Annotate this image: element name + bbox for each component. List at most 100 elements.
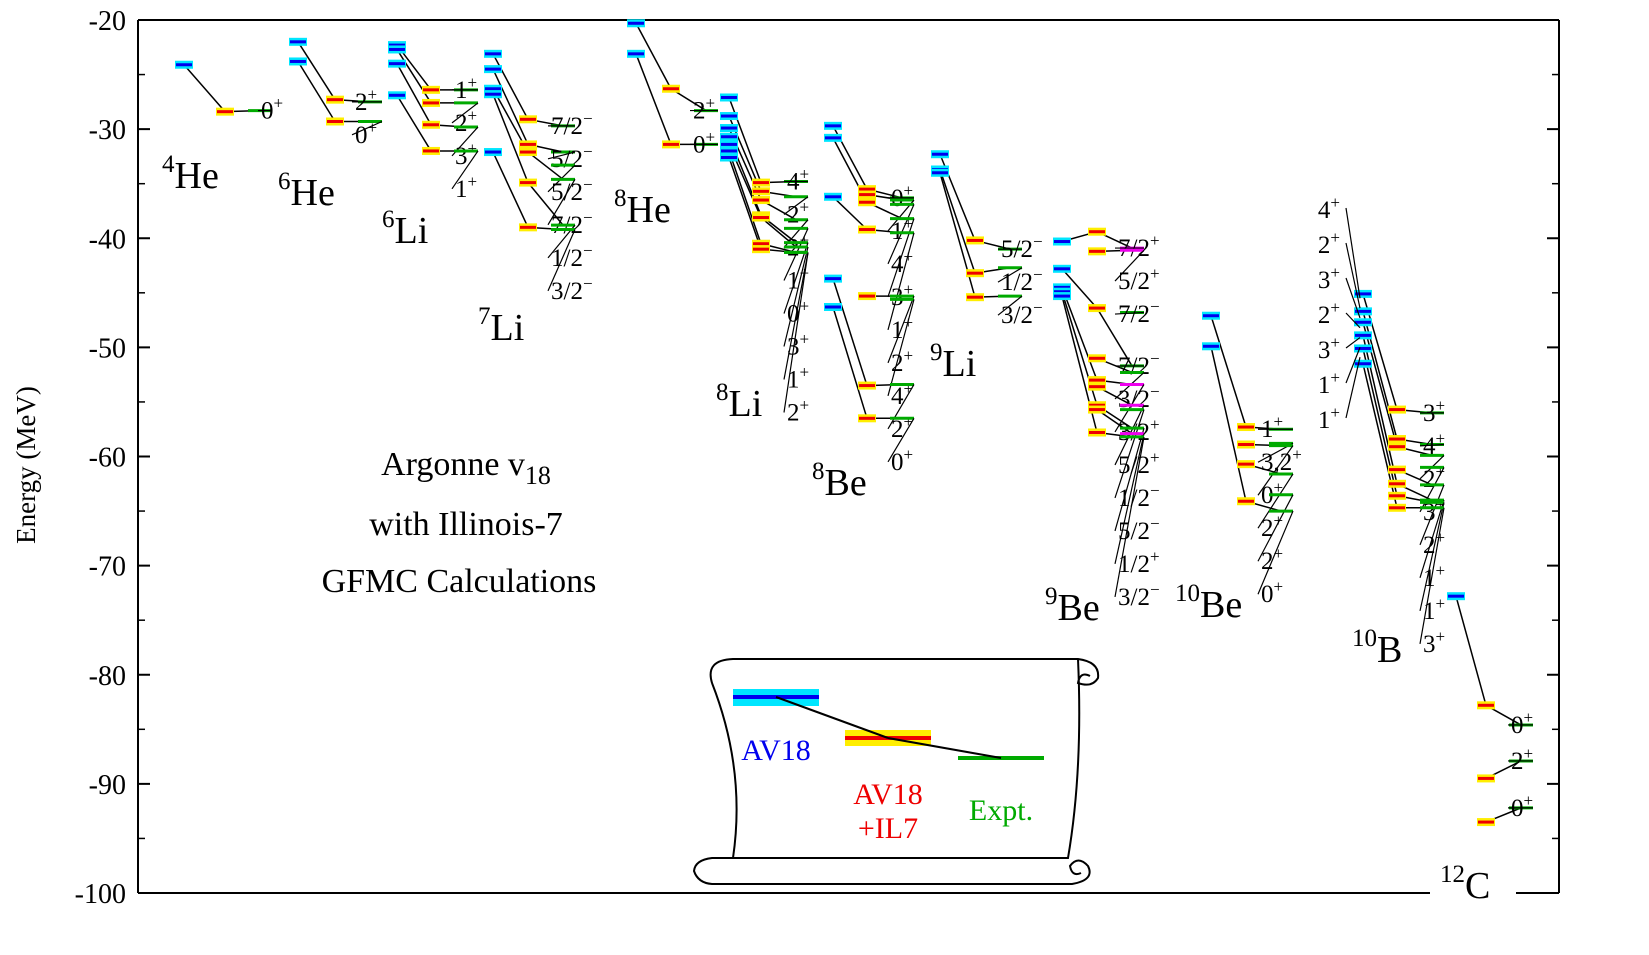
nucleus-label: 6He [278, 168, 335, 214]
expt-label-5-parity: − [583, 274, 593, 293]
expt-label-7-spin: 2 [787, 400, 800, 427]
expt-label-2-spin: 3/2 [1001, 302, 1033, 329]
expt-label-0-spin: 1 [455, 77, 468, 104]
expt-label-1-spin: 2 [1511, 748, 1524, 775]
level-scheme: 0+4He2+0+6He1+2+3+1+6Li7/2−5/2−5/2−7/2−1… [162, 19, 1533, 907]
expt-label-0-spin: 1 [1261, 416, 1274, 443]
expt-label-0-parity: − [583, 109, 593, 128]
expt-label-1-parity: + [1150, 264, 1160, 283]
label-leader-7 [1114, 409, 1145, 499]
label-leader-10 [1114, 436, 1145, 598]
b10-left-label-5-spin: 1 [1318, 372, 1331, 399]
y-tick-label-7: -90 [89, 770, 126, 801]
expt-label-0: 2+ [693, 94, 715, 125]
nucleus-symbol: C [1465, 865, 1490, 907]
nucleus-symbol: He [291, 172, 335, 214]
connector-av18-0 [492, 53, 529, 120]
nucleus-mass: 4 [162, 151, 175, 178]
legend-il7-label-1: AV18 [853, 778, 922, 811]
expt-label-5-spin: 3/2 [551, 278, 583, 305]
expt-label-0-spin: 0 [261, 98, 274, 125]
b10-left-leader-4 [1345, 337, 1361, 349]
expt-label-0-spin: 7/2 [1118, 235, 1150, 262]
expt-label-3-parity: − [1150, 349, 1160, 368]
expt-label-10-spin: 3/2 [1118, 584, 1150, 611]
nucleus-label: 6Li [382, 206, 428, 252]
expt-label-1-parity: + [706, 127, 716, 146]
expt-label-8: 5/2− [1118, 514, 1160, 545]
y-tick-label-4: -60 [89, 443, 126, 474]
nucleus-10B: 3+4+2+3+2+1+1+3+10B [1352, 289, 1445, 671]
b10-left-label-0-spin: 4 [1318, 197, 1331, 224]
y-axis-label: Energy (MeV) [11, 386, 41, 544]
expt-label-1: 1/2− [1001, 265, 1043, 296]
expt-label-2: 3/2− [1001, 298, 1043, 329]
expt-label-1-parity: + [800, 198, 810, 217]
nucleus-symbol: He [175, 155, 219, 197]
label-leader-3 [451, 150, 479, 190]
expt-label-1-parity: − [583, 142, 593, 161]
expt-label-1: 0+ [355, 118, 377, 149]
expt-label-6-parity: + [904, 379, 914, 398]
expt-label-4-parity: − [583, 241, 593, 260]
connector-av18-2 [1061, 287, 1098, 381]
expt-label-0-parity: + [468, 73, 478, 92]
expt-label-0: 3+ [1423, 396, 1445, 427]
expt-label-4: 2+ [1261, 544, 1283, 575]
nucleus-label: 8He [614, 185, 671, 231]
expt-label-2-parity: − [1033, 298, 1043, 317]
expt-label-0: 1+ [455, 73, 477, 104]
b10-left-label-3: 2+ [1318, 298, 1340, 329]
expt-label-7-spin: 3 [1423, 631, 1436, 658]
expt-label-5: 3/2+ [1118, 415, 1160, 446]
expt-label-6-spin: 4 [891, 383, 904, 410]
expt-label-0: 5/2− [1001, 232, 1043, 263]
legend-il7-label-2: +IL7 [858, 812, 918, 845]
expt-label-1-spin: 2 [455, 110, 468, 137]
b10-left-leader-1 [1345, 242, 1361, 309]
expt-label-2-parity: + [1524, 791, 1534, 810]
y-tick-label-0: -20 [89, 6, 126, 37]
b10-left-labels: 4+2+3+2+3+1+1+ [1318, 193, 1361, 434]
expt-label-9: 1/2+ [1118, 547, 1160, 578]
expt-label-0: 7/2− [551, 109, 593, 140]
label-leader-6 [1419, 502, 1445, 611]
expt-label-9-spin: 1/2 [1118, 551, 1150, 578]
b10-left-label-6-parity: + [1330, 403, 1340, 422]
legend-connector-1 [775, 696, 889, 739]
expt-label-0-parity: + [368, 85, 378, 104]
label-leader-2 [997, 295, 1023, 316]
expt-label-9-parity: + [1150, 547, 1160, 566]
label-leader-1 [351, 120, 383, 136]
expt-label-1-spin: 2 [787, 202, 800, 229]
label-leader-1 [997, 267, 1023, 283]
expt-label-1-parity: + [904, 214, 914, 233]
expt-label-0-parity: − [1033, 232, 1043, 251]
label-leader-4 [887, 232, 915, 331]
expt-label-1: 5/2− [551, 142, 593, 173]
nucleus-mass: 6 [382, 206, 395, 233]
expt-label-0: 0+ [891, 181, 913, 212]
expt-label-5-spin: 0 [1261, 581, 1274, 608]
label-leader-5 [783, 246, 809, 347]
expt-label-0: 2+ [355, 85, 377, 116]
label-leader-7 [887, 384, 915, 430]
nucleus-label: 10Be [1175, 580, 1242, 626]
expt-label-2: 4+ [891, 247, 913, 278]
expt-label-7-parity: + [800, 396, 810, 415]
expt-label-8-spin: 5/2 [1118, 518, 1150, 545]
connector-av18-6 [728, 157, 762, 250]
nucleus-label: 9Be [1045, 583, 1100, 629]
legend-av18-label: AV18 [741, 734, 810, 767]
expt-label-2-parity: − [583, 175, 593, 194]
b10-left-leader-5 [1345, 347, 1361, 384]
expt-label-3-spin: 1 [787, 268, 800, 295]
b10-left-label-3-parity: + [1330, 298, 1340, 317]
expt-label-5-parity: + [1274, 577, 1284, 596]
expt-label-0: 7/2+ [1118, 231, 1160, 262]
annotation-line-2: with Illinois-7 [369, 506, 563, 543]
expt-label-1-parity: + [1292, 445, 1302, 464]
connector-av18-1 [939, 169, 976, 274]
expt-label-4-spin: 2 [1261, 548, 1274, 575]
expt-label-3-spin: 1 [455, 176, 468, 203]
